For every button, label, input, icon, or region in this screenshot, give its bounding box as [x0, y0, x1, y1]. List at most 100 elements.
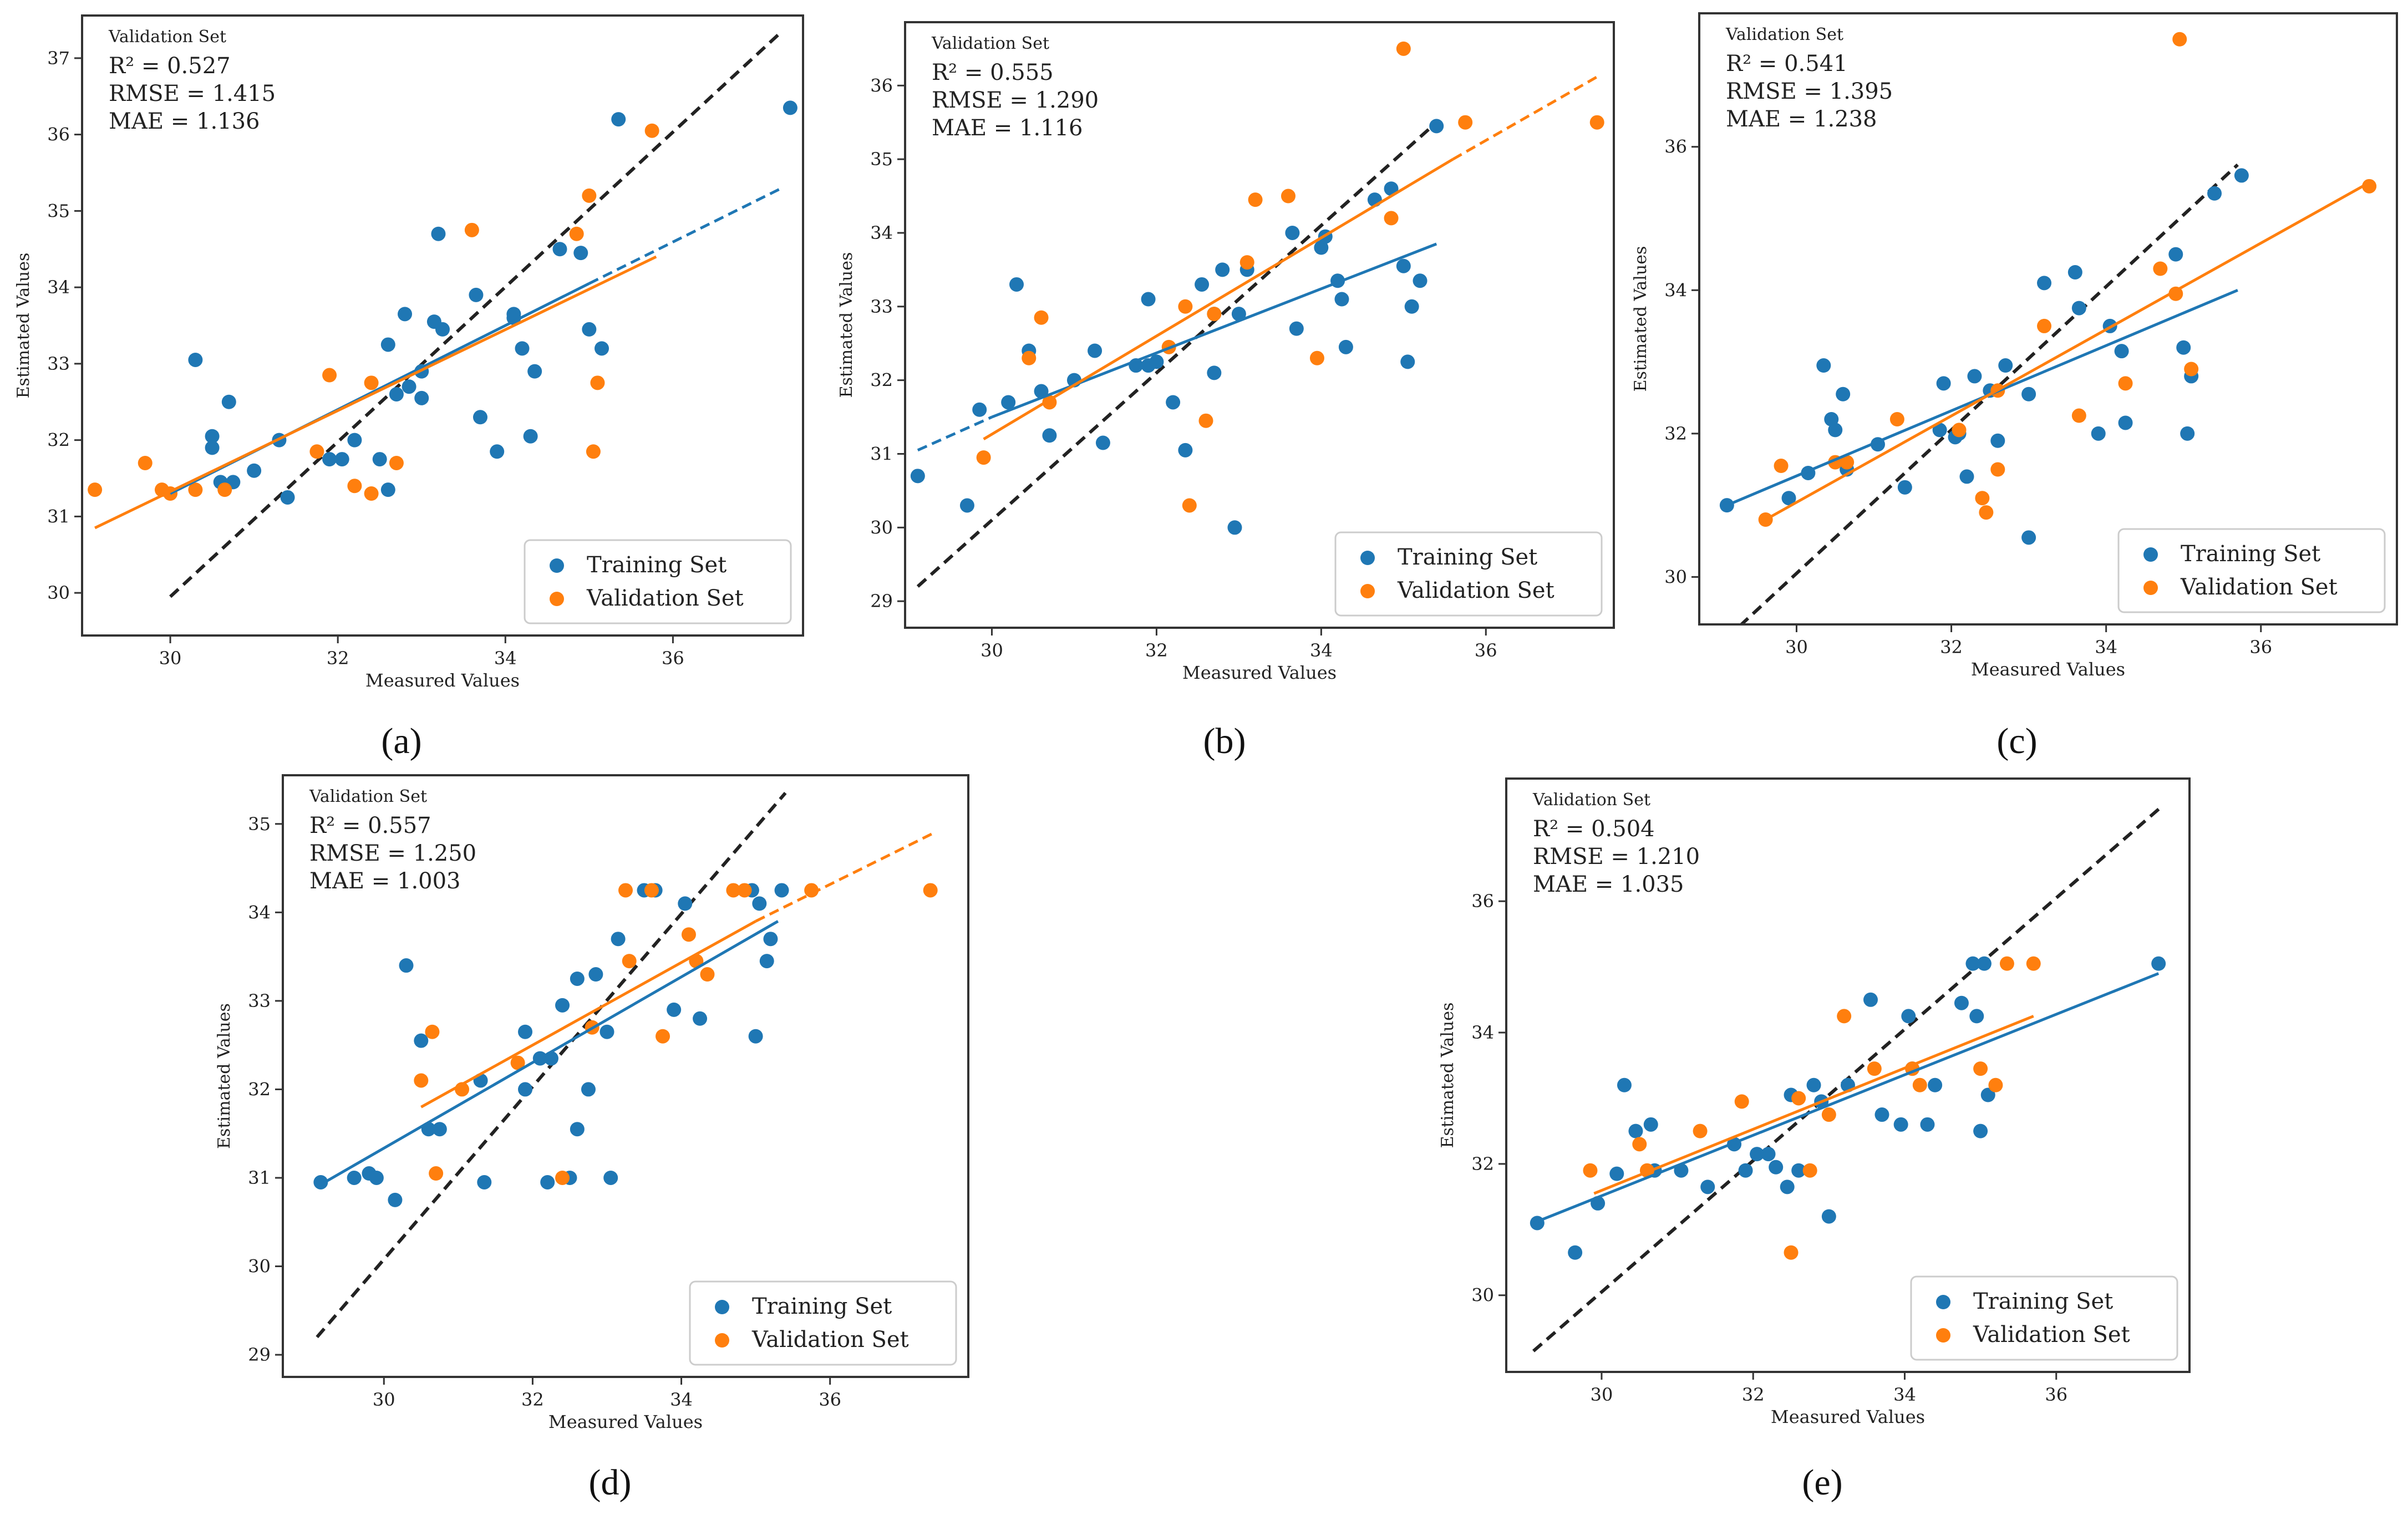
validation-fit-extrapolation: [1452, 73, 1602, 161]
training-point: [372, 452, 387, 467]
validation-point: [1791, 1091, 1806, 1106]
validation-point: [1889, 412, 1904, 426]
r2-value: R² = 0.557: [309, 813, 431, 838]
y-tick-label: 33: [248, 990, 271, 1011]
y-tick-label: 30: [870, 517, 893, 538]
training-point: [774, 883, 789, 898]
legend-box: [1910, 1275, 2178, 1361]
training-point: [322, 452, 337, 467]
mae-value: MAE = 1.136: [109, 109, 260, 134]
training-point: [1920, 1117, 1935, 1132]
validation-fit-line: [94, 255, 657, 530]
x-axis-label: Measured Values: [1182, 662, 1337, 683]
y-tick-label: 32: [248, 1079, 271, 1100]
identity-line: [169, 30, 783, 598]
validation-point: [2037, 318, 2052, 333]
training-point: [399, 958, 414, 973]
validation-point: [1458, 115, 1473, 130]
stats-title: Validation Set: [108, 27, 226, 47]
validation-fit-line: [1765, 181, 2370, 521]
legend-box: [1334, 531, 1603, 617]
validation-point: [622, 954, 637, 969]
y-tick-label: 32: [1664, 423, 1687, 444]
validation-point: [555, 1170, 570, 1185]
training-point: [1828, 423, 1843, 438]
validation-point: [1632, 1137, 1647, 1152]
y-tick-label: 36: [870, 75, 893, 96]
y-tick-label: 32: [47, 430, 70, 451]
training-point: [573, 246, 588, 261]
validation-point: [2153, 261, 2168, 276]
training-point: [1628, 1123, 1643, 1138]
chart-panel-d: 30 32 34 36 29 30 31 32 33 34 35 Measured Values Est…: [215, 774, 969, 1432]
validation-point: [726, 883, 741, 898]
validation-fit-line: [420, 920, 756, 1109]
validation-point: [1182, 498, 1197, 513]
training-point: [1901, 1009, 1916, 1024]
training-point: [1429, 119, 1444, 134]
legend-training-label: Training Set: [587, 552, 727, 578]
training-fit-line: [316, 920, 779, 1188]
validation-point: [1990, 462, 2005, 477]
r2-value: R² = 0.504: [1533, 816, 1655, 842]
validation-point: [1784, 1245, 1799, 1260]
validation-point: [1999, 956, 2014, 971]
legend: Training Set Validation Set: [1334, 531, 1603, 617]
legend-validation-label: Validation Set: [586, 586, 744, 611]
legend-validation-marker: [1936, 1328, 1950, 1343]
legend: Training Set Validation Set: [1910, 1275, 2178, 1361]
training-point: [1977, 956, 1992, 971]
validation-point: [1198, 413, 1213, 428]
y-tick-label: 35: [47, 200, 70, 221]
training-point: [2021, 387, 2036, 401]
training-point: [611, 112, 626, 127]
training-point: [506, 307, 521, 322]
training-point: [347, 433, 362, 448]
training-point: [1617, 1077, 1632, 1092]
validation-fit-extrapolation: [755, 831, 935, 923]
plot-frame: [904, 21, 1615, 629]
training-point: [2037, 276, 2052, 291]
validation-point: [1867, 1061, 1882, 1076]
training-point: [1396, 258, 1411, 273]
training-point: [2176, 340, 2191, 355]
identity-line: [1740, 163, 2239, 623]
training-point: [1338, 339, 1353, 354]
validation-point: [976, 450, 991, 465]
validation-point: [1693, 1123, 1708, 1138]
rmse-value: RMSE = 1.415: [109, 81, 276, 106]
training-point: [1141, 292, 1156, 307]
stats-title: Validation Set: [309, 787, 427, 806]
training-point: [1334, 292, 1349, 307]
training-point: [388, 1192, 403, 1207]
y-tick-label: 34: [1471, 1022, 1494, 1043]
training-point: [1178, 443, 1193, 457]
validation-point: [644, 123, 659, 138]
y-axis-label: Estimated Values: [1438, 1003, 1457, 1148]
y-tick-label: 34: [870, 222, 893, 243]
training-point: [1738, 1163, 1753, 1178]
chart-panel-e: 30 32 34 36 30 32 34 36 Measured Values Estimated…: [1438, 777, 2191, 1427]
training-point: [693, 1011, 708, 1026]
legend-training-marker: [715, 1300, 729, 1314]
training-point: [1149, 354, 1164, 369]
caption-c: (c): [1996, 721, 2037, 761]
plot-area: [88, 30, 797, 598]
validation-point: [2172, 32, 2187, 47]
y-tick-label: 33: [870, 296, 893, 317]
training-point: [431, 226, 446, 241]
training-point: [515, 341, 530, 356]
validation-point: [2362, 179, 2377, 194]
training-point: [748, 1029, 763, 1044]
training-point: [188, 352, 203, 367]
training-point: [2151, 956, 2166, 971]
training-point: [1967, 369, 1982, 384]
training-point: [1609, 1166, 1624, 1181]
y-axis-label: Estimated Values: [1631, 246, 1650, 392]
x-tick-label: 30: [1591, 1384, 1613, 1405]
legend-validation-marker: [1360, 584, 1375, 598]
x-tick-label: 34: [1310, 640, 1333, 661]
training-point: [570, 971, 585, 986]
training-point: [369, 1170, 384, 1185]
